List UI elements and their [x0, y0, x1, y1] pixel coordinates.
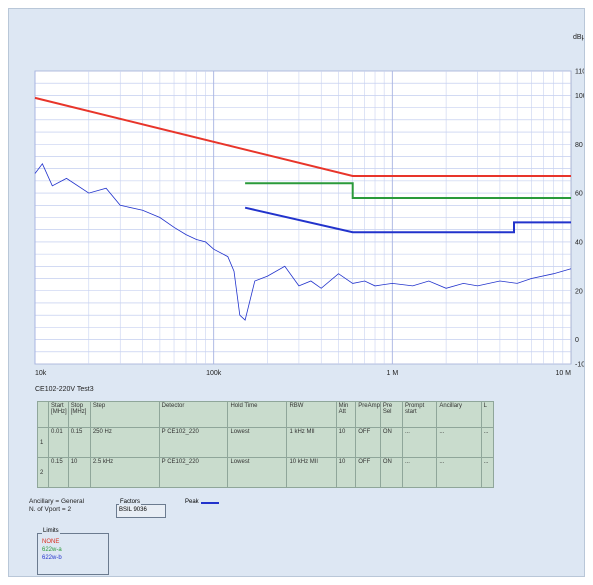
limit-line-622w-b — [244, 206, 571, 234]
factors-label: Factors — [119, 499, 142, 505]
table-cell: ON — [379, 427, 403, 458]
limits-box — [37, 533, 109, 575]
table-header-cell: RBW — [286, 401, 337, 428]
table-cell: 1 — [36, 427, 50, 458]
y-tick-label: 80 — [575, 142, 583, 149]
table-header-row: Start [MHz] Stop [MHz] Step Detector Hold Ti… — [36, 401, 495, 428]
table-cell: Lowest — [227, 427, 288, 458]
table-cell: Lowest — [227, 457, 288, 488]
table-cell: 0.01 — [48, 427, 69, 458]
table-cell: 0.15 — [48, 457, 69, 488]
table-cell: ... — [480, 427, 495, 458]
table-cell: 0.15 — [67, 427, 91, 458]
y-tick-label: 110 — [575, 69, 584, 76]
table-cell: 10 — [335, 427, 357, 458]
y-tick-label: 40 — [575, 239, 583, 246]
table-header-cell: Stop [MHz] — [67, 401, 91, 428]
table-header-cell — [36, 401, 50, 428]
table-cell: 10 kHz MIl — [286, 457, 337, 488]
table-cell: 10 — [67, 457, 91, 488]
table-header-cell: Step — [89, 401, 160, 428]
limit-item-622w-b[interactable]: 622w-b — [42, 555, 62, 561]
table-cell: ... — [436, 457, 482, 488]
limits-label: Limits — [42, 528, 60, 534]
table-cell: ... — [401, 457, 438, 488]
y-tick-label: 0 — [575, 337, 579, 344]
table-cell: ... — [401, 427, 438, 458]
limit-line-none — [34, 96, 571, 177]
table-header-cell: L — [480, 401, 495, 428]
y-axis-label: dBµV — [573, 34, 584, 41]
emission-chart: 110 100 80 60 40 20 0 -10 10k 100k 1 M 10 M dBµV — [34, 34, 584, 377]
peak-legend-label: Peak — [185, 499, 199, 505]
table-cell: ON — [379, 457, 403, 488]
table-header-cell: Hold Time — [227, 401, 288, 428]
table-header-cell: PreAmp — [355, 401, 381, 428]
table-header-cell: Prompt start — [401, 401, 438, 428]
peak-legend-swatch — [201, 502, 219, 504]
table-cell: ... — [480, 457, 495, 488]
x-tick-label: 10k — [35, 370, 47, 377]
x-tick-label: 100k — [206, 370, 222, 377]
x-tick-label: 1 M — [386, 370, 398, 377]
table-cell: OFF — [355, 457, 381, 488]
x-tick-label: 10 M — [555, 370, 571, 377]
test-title: CE102-220V Test3 — [35, 386, 94, 393]
ancillary-info: Ancillary = General — [29, 498, 85, 505]
vport-count: N. of Vport = 2 — [29, 506, 72, 513]
table-header-cell: Detector — [158, 401, 229, 428]
table-cell: 1 kHz MIl — [286, 427, 337, 458]
table-cell: 10 — [335, 457, 357, 488]
y-tick-label: 60 — [575, 191, 583, 198]
table-header-cell: Ancillary — [436, 401, 482, 428]
scan-table: Start [MHz] Stop [MHz] Step Detector Hold Ti… — [36, 401, 495, 488]
table-cell: P CE102_220 — [158, 427, 229, 458]
y-tick-label: -10 — [575, 362, 584, 369]
table-cell: OFF — [355, 427, 381, 458]
y-tick-label: 100 — [575, 93, 584, 100]
y-tick-label: 20 — [575, 288, 583, 295]
limit-item-none[interactable]: NONE — [42, 539, 60, 545]
table-header-cell: Pre Sel — [379, 401, 403, 428]
table-header-cell: Min Att — [335, 401, 357, 428]
table-cell: ... — [436, 427, 482, 458]
peak-trace — [34, 163, 572, 321]
table-cell: P CE102_220 — [158, 457, 229, 488]
table-row[interactable]: 1 0.01 0.15 250 Hz P CE102_220 Lowest 1 kHz MI… — [36, 427, 495, 458]
limit-line-622w-a — [245, 182, 571, 199]
limit-item-622w-a[interactable]: 622w-a — [42, 547, 62, 553]
factors-value: BSIL 9036 — [119, 507, 147, 513]
table-cell: 2 — [36, 457, 50, 488]
table-cell: 2.5 kHz — [89, 457, 160, 488]
table-cell: 250 Hz — [89, 427, 160, 458]
table-row[interactable]: 2 0.15 10 2.5 kHz P CE102_220 Lowest 10 kHz MI… — [36, 457, 495, 488]
table-header-cell: Start [MHz] — [48, 401, 69, 428]
